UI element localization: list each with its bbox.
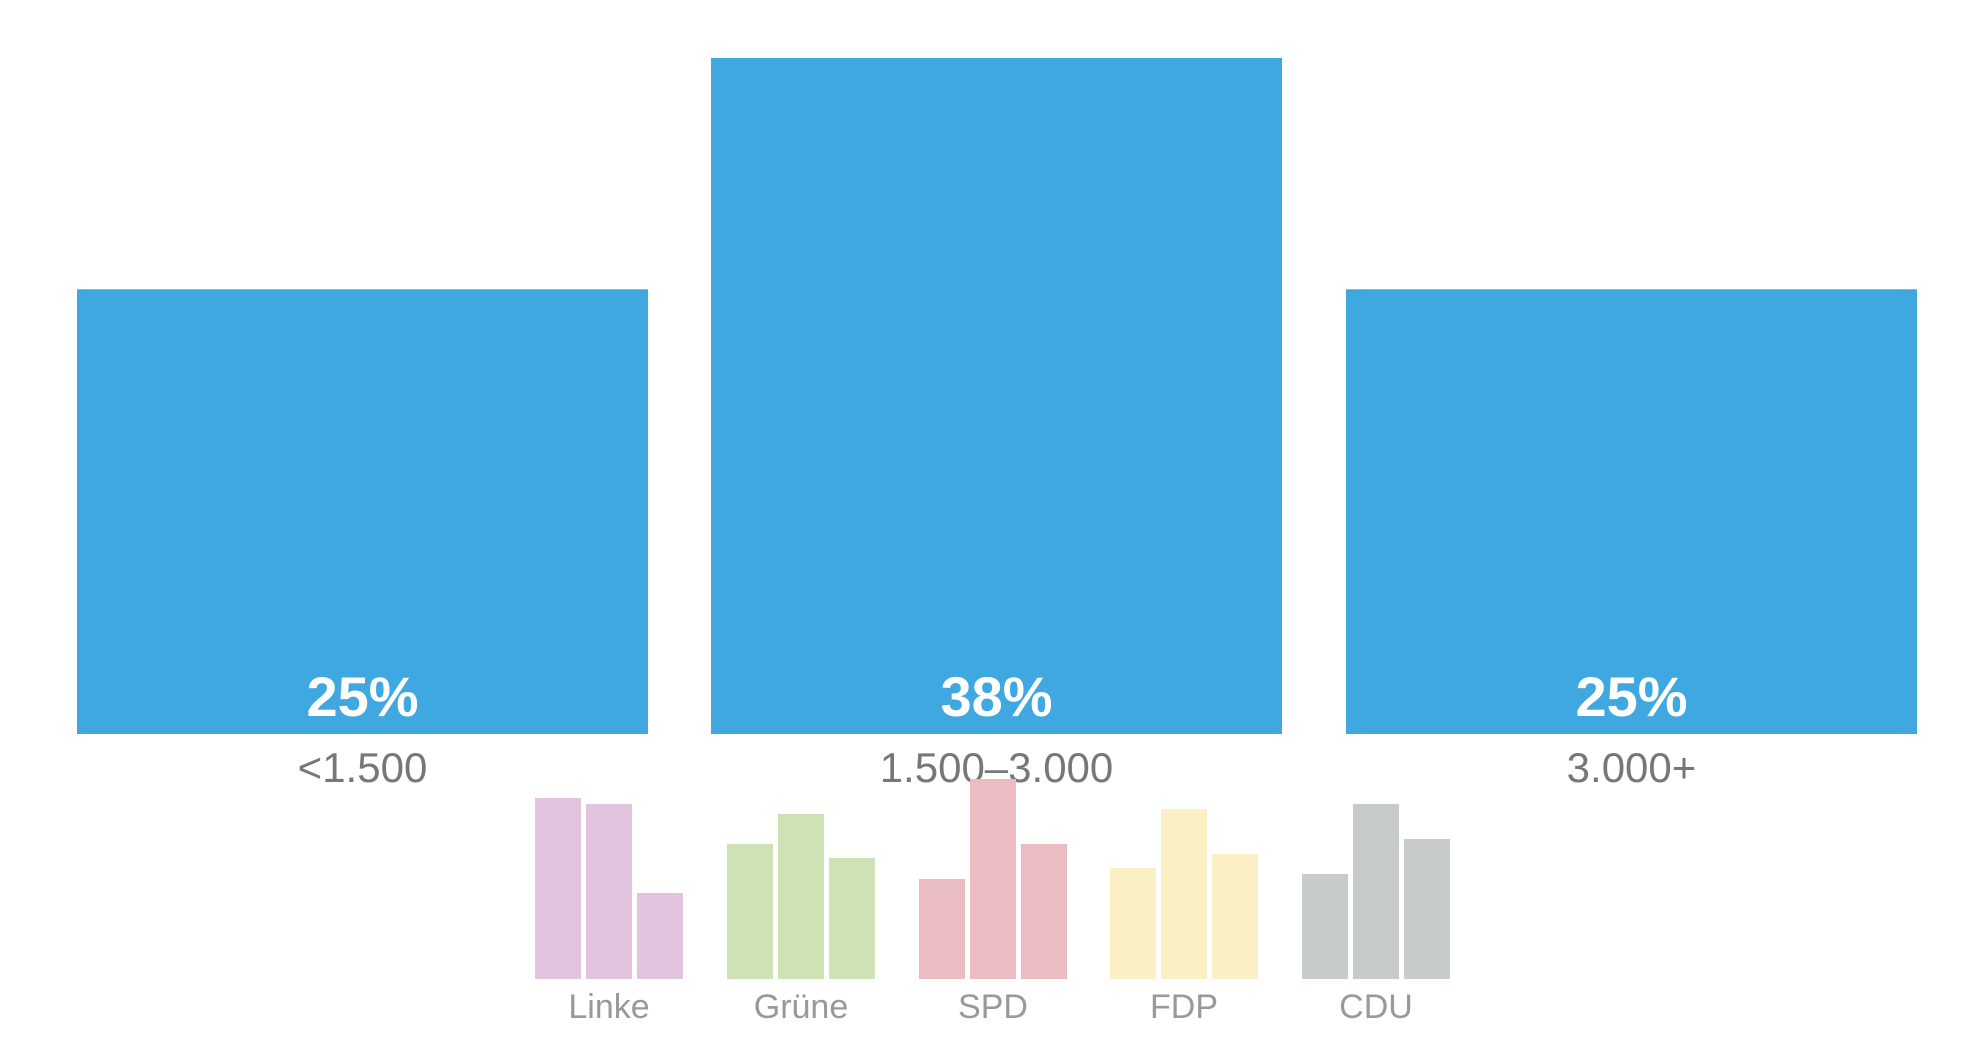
bar-2 [1346,289,1917,734]
party-bar-spd [919,879,965,979]
party-bar-spd [1021,844,1067,979]
category-label: <1.500 [298,744,428,791]
party-bar-fdp [1212,854,1258,979]
party-label: CDU [1339,988,1413,1026]
party-bar-linke [535,798,581,979]
party-bar-grüne [727,844,773,979]
party-label: Grüne [754,988,849,1026]
party-label: FDP [1150,988,1218,1026]
party-bar-linke [637,893,683,979]
value-label: 38% [940,665,1052,728]
party-bar-spd [970,779,1016,979]
category-label: 3.000+ [1567,744,1697,791]
value-label: 25% [306,665,418,728]
party-bar-grüne [829,858,875,979]
party-bar-cdu [1302,874,1348,979]
party-bar-cdu [1404,839,1450,979]
party-bar-cdu [1353,804,1399,979]
party-label: SPD [958,988,1028,1026]
party-bar-linke [586,804,632,979]
bar-1 [711,58,1282,734]
value-label: 25% [1575,665,1687,728]
bar-0 [77,289,648,734]
party-bar-fdp [1161,809,1207,979]
party-bar-fdp [1110,868,1156,979]
party-label: Linke [568,988,649,1026]
party-bar-grüne [778,814,824,979]
